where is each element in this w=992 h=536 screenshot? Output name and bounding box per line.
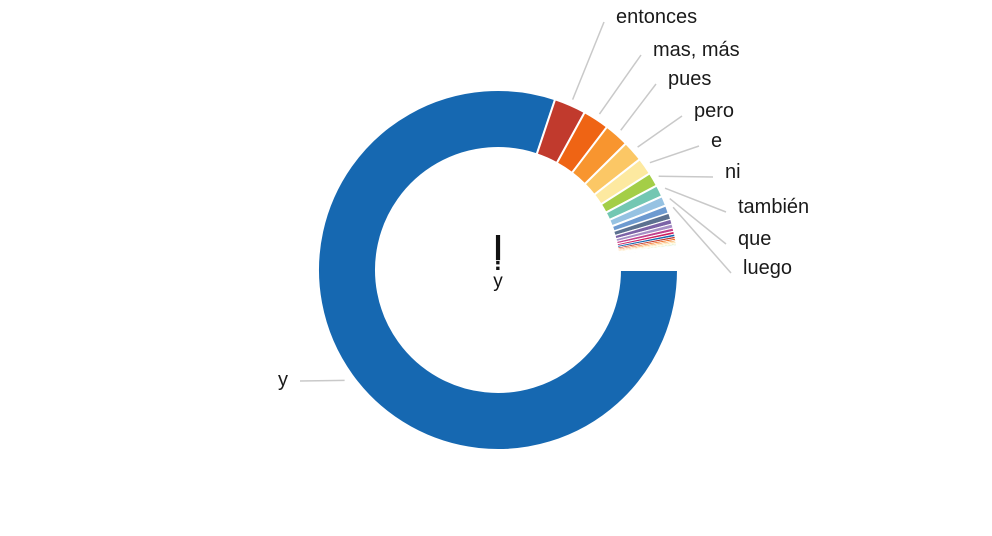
- slice-label-también: también: [738, 196, 809, 218]
- slice-label-mas-más: mas, más: [653, 39, 740, 61]
- leader-line-9: [672, 206, 732, 274]
- slice-label-pues: pues: [668, 68, 711, 90]
- slice-label-pero: pero: [694, 100, 734, 122]
- leader-line-6: [658, 175, 714, 178]
- leader-line-8: [669, 197, 727, 245]
- slice-label-que: que: [738, 228, 771, 250]
- slice-y[interactable]: [317, 89, 679, 451]
- leader-line-5: [649, 145, 700, 164]
- leader-line-0: [299, 379, 345, 382]
- leader-line-7: [664, 187, 727, 213]
- slice-label-ni: ni: [725, 161, 741, 183]
- leader-line-1: [571, 21, 605, 100]
- slice-label-entonces: entonces: [616, 6, 697, 28]
- leader-line-2: [598, 54, 642, 115]
- slice-label-e: e: [711, 130, 722, 152]
- slice-label-luego: luego: [743, 257, 792, 279]
- slice-label-y: y: [278, 369, 288, 391]
- slice-tail-15[interactable]: [618, 245, 677, 255]
- leader-line-3: [620, 83, 657, 131]
- leader-line-4: [637, 115, 683, 148]
